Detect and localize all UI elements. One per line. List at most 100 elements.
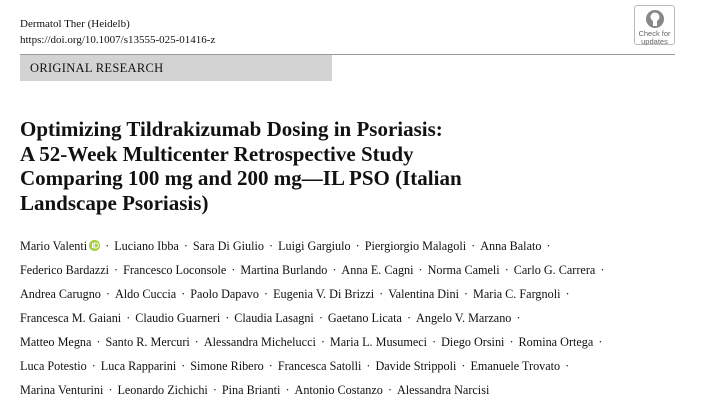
author-name[interactable]: Carlo G. Carrera <box>513 263 596 277</box>
title-line: A 52-Week Multicenter Retrospective Stud… <box>20 141 414 166</box>
author-name[interactable]: Piergiorgio Malagoli <box>364 239 467 253</box>
author-name[interactable]: Francesco Loconsole <box>123 263 227 277</box>
author-line: Andrea Carugno · Aldo Cuccia · Paolo Dapavo ·… <box>20 282 609 306</box>
separator: · <box>516 311 521 325</box>
author-name[interactable]: Eugenia V. Di Brizzi <box>273 287 375 301</box>
title-line: Comparing 100 mg and 200 mg—IL PSO (Ital… <box>20 166 462 190</box>
separator: · <box>366 359 371 373</box>
author-line: Federico Bardazzi · Francesco Loconsole · Ma… <box>20 258 609 282</box>
author-list: Mario Valenti · Luciano Ibba · Sara Di Giuli… <box>20 234 609 402</box>
author-name[interactable]: Alessandra Michelucci <box>203 335 316 349</box>
author-name[interactable]: Simone Ribero <box>190 359 264 373</box>
author-name[interactable]: Anna Balato <box>480 239 542 253</box>
separator: · <box>105 287 110 301</box>
separator: · <box>461 359 466 373</box>
separator: · <box>269 239 274 253</box>
separator: · <box>379 287 384 301</box>
author-name[interactable]: Antonio Costanzo <box>294 383 383 397</box>
author-name[interactable]: Valentina Dini <box>388 287 459 301</box>
title: Optimizing Tildrakizumab Dosing in Psori… <box>20 117 462 215</box>
separator: · <box>91 359 96 373</box>
author-line: Matteo Megna · Santo R. Mercuri · Alessandra… <box>20 330 609 354</box>
author-name[interactable]: Pina Brianti <box>221 383 281 397</box>
separator: · <box>598 335 603 349</box>
author-name[interactable]: Martina Burlando <box>240 263 328 277</box>
separator: · <box>332 263 337 277</box>
author-line: Mario Valenti · Luciano Ibba · Sara Di Giuli… <box>20 234 609 258</box>
separator: · <box>320 335 325 349</box>
doi[interactable]: https://doi.org/10.1007/s13555-025-01416… <box>20 34 216 46</box>
journal-name: Dermatol Ther (Heidelb) <box>20 18 130 30</box>
author-name[interactable]: Claudio Guarneri <box>135 311 221 325</box>
separator: · <box>355 239 360 253</box>
author-name[interactable]: Luca Potestio <box>20 359 87 373</box>
author-name[interactable]: Davide Strippoli <box>375 359 457 373</box>
author-name[interactable]: Luciano Ibba <box>114 239 179 253</box>
header-rule <box>20 54 675 55</box>
separator: · <box>463 287 469 301</box>
title-line: Landscape Psoriasis) <box>20 190 209 215</box>
separator: · <box>181 359 186 373</box>
author-name[interactable]: Anna E. Cagni <box>341 263 414 277</box>
author-name[interactable]: Romina Ortega <box>518 335 594 349</box>
author-name[interactable]: Francesca Satolli <box>277 359 362 373</box>
author-name[interactable]: Gaetano Licata <box>327 311 402 325</box>
separator: · <box>194 335 199 349</box>
separator: · <box>268 359 273 373</box>
separator: · <box>509 335 514 349</box>
separator: · <box>108 383 113 397</box>
author-name[interactable]: Emanuele Trovato <box>470 359 561 373</box>
separator: · <box>565 287 570 301</box>
author-name[interactable]: Luigi Gargiulo <box>278 239 351 253</box>
orcid-icon[interactable] <box>89 240 101 251</box>
author-name[interactable]: Santo R. Mercuri <box>105 335 190 349</box>
separator: · <box>600 263 605 277</box>
author-name[interactable]: Diego Orsini <box>441 335 505 349</box>
author-name[interactable]: Paolo Dapavo <box>190 287 259 301</box>
separator: · <box>418 263 423 277</box>
badge-text-2: updates <box>641 37 668 46</box>
separator: · <box>212 383 217 397</box>
separator: · <box>565 359 570 373</box>
separator: · <box>183 239 188 253</box>
author-name[interactable]: Federico Bardazzi <box>20 263 109 277</box>
badge-text-1: Check for <box>638 29 671 38</box>
author-name[interactable]: Marina Venturini <box>20 383 104 397</box>
separator: · <box>96 335 101 349</box>
author-name[interactable]: Norma Cameli <box>427 263 500 277</box>
separator: · <box>264 287 269 301</box>
separator: · <box>114 263 119 277</box>
separator: · <box>231 263 236 277</box>
separator: · <box>406 311 412 325</box>
title-line: Optimizing Tildrakizumab Dosing in Psori… <box>20 117 443 141</box>
journal-info: Dermatol Ther (Heidelb) https://doi.org/… <box>20 16 215 48</box>
author-name[interactable]: Luca Rapparini <box>100 359 177 373</box>
author-name[interactable]: Angelo V. Marzano <box>416 311 512 325</box>
author-name[interactable]: Leonardo Zichichi <box>117 383 208 397</box>
author-line: Luca Potestio · Luca Rapparini · Simone Ribe… <box>20 354 609 378</box>
author-name[interactable]: Sara Di Giulio <box>192 239 264 253</box>
author-name[interactable]: Andrea Carugno <box>20 287 101 301</box>
separator: · <box>471 239 476 253</box>
separator: · <box>318 311 323 325</box>
separator: · <box>126 311 131 325</box>
separator: · <box>546 239 551 253</box>
separator: · <box>432 335 437 349</box>
separator: · <box>387 383 392 397</box>
separator: · <box>285 383 290 397</box>
author-name[interactable]: Maria L. Musumeci <box>329 335 428 349</box>
author-name[interactable]: Maria C. Fargnoli <box>473 287 561 301</box>
check-updates-badge[interactable]: Check for updates <box>634 5 675 46</box>
separator: · <box>225 311 230 325</box>
separator: · <box>105 239 110 253</box>
badge-icon <box>645 10 664 28</box>
separator: · <box>181 287 186 301</box>
author-name[interactable]: Aldo Cuccia <box>114 287 177 301</box>
author-name[interactable]: Francesca M. Gaiani <box>20 311 122 325</box>
author-line: Marina Venturini · Leonardo Zichichi · Pina … <box>20 378 609 402</box>
author-name[interactable]: Claudia Lasagni <box>234 311 314 325</box>
author-name[interactable]: Mario Valenti <box>20 239 88 253</box>
author-name[interactable]: Alessandra Narcisi <box>396 383 490 397</box>
author-name[interactable]: Matteo Megna <box>20 335 92 349</box>
